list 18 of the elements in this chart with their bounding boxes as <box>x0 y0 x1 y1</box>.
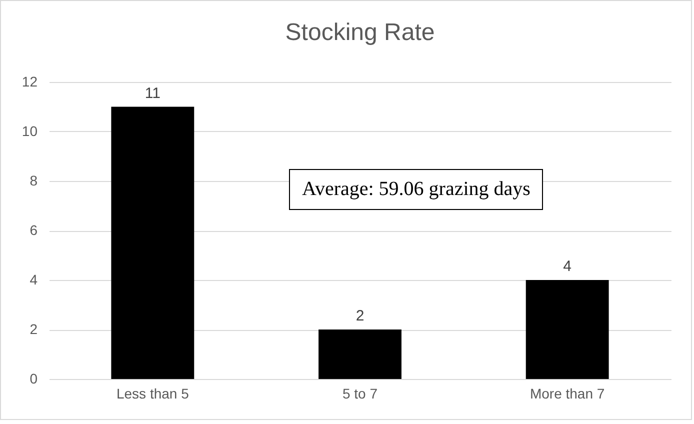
x-tick-label: 5 to 7 <box>342 386 378 402</box>
x-tick-label: More than 7 <box>530 386 605 402</box>
chart-title: Stocking Rate <box>285 19 435 46</box>
y-tick-label: 2 <box>30 321 38 337</box>
y-tick-label: 0 <box>30 370 38 386</box>
data-label: 4 <box>563 258 572 275</box>
bar <box>318 330 402 379</box>
y-tick-label: 12 <box>22 74 38 90</box>
note-box: Average: 59.06 grazing days <box>289 169 544 210</box>
y-tick-label: 4 <box>30 272 38 288</box>
bar <box>111 106 194 379</box>
y-tick-label: 8 <box>30 172 38 188</box>
y-tick-label: 6 <box>30 222 38 238</box>
x-tick-label: Less than 5 <box>116 386 190 402</box>
y-tick-label: 10 <box>22 123 38 139</box>
data-label: 2 <box>356 308 364 324</box>
bar <box>526 280 609 379</box>
data-label: 11 <box>144 84 160 102</box>
